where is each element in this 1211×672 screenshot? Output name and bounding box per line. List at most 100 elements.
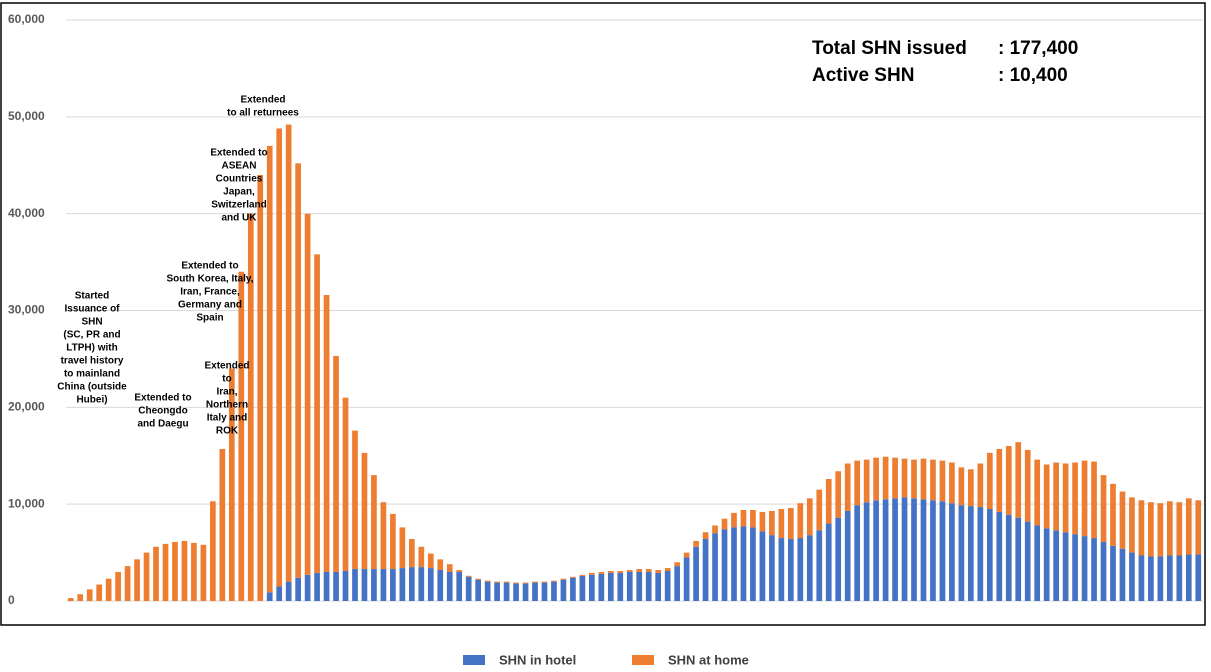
bar-segment (247, 213, 254, 601)
annotation: ROK (216, 426, 239, 437)
bar-segment (911, 498, 917, 601)
bar-segment (551, 581, 557, 601)
bar-segment (86, 589, 93, 601)
bar-segment (1081, 460, 1088, 537)
bar-segment (153, 546, 159, 601)
bar-segment (1138, 500, 1145, 556)
y-tick-label: 10,000 (8, 496, 45, 510)
bar-segment (598, 573, 605, 601)
bar-segment (674, 562, 680, 567)
bar-segment (1005, 446, 1012, 515)
bar-segment (181, 540, 188, 601)
summary-label: Active SHN (812, 65, 914, 86)
bar-segment (1195, 500, 1202, 555)
bar-segment (844, 510, 851, 601)
bar-segment (323, 571, 330, 601)
annotation: Germany and (178, 300, 242, 311)
bar-segment (1176, 502, 1183, 556)
summary-value: : 177,400 (998, 38, 1078, 59)
bar-segment (797, 538, 804, 601)
bar-segment (96, 584, 103, 601)
legend-swatch (463, 655, 485, 665)
y-tick-label: 30,000 (8, 303, 45, 317)
bar-segment (1166, 501, 1173, 556)
bar-segment (276, 128, 283, 587)
bar-segment (124, 566, 131, 601)
annotation: Hubei) (76, 395, 107, 406)
bar-segment (1043, 464, 1050, 529)
y-tick-label: 20,000 (8, 400, 45, 414)
bar-segment (854, 505, 861, 601)
bar-segment (1195, 554, 1202, 601)
bar-segment (1166, 555, 1173, 601)
bar-segment (636, 569, 643, 572)
bar-segment (1062, 463, 1069, 533)
bar-segment (806, 535, 813, 601)
bar-segment (740, 526, 747, 601)
summary-label: Total SHN issued (812, 38, 967, 59)
bar-segment (986, 509, 993, 601)
bar-segment (494, 581, 500, 583)
bar-segment (712, 525, 718, 534)
annotation: and Daegu (137, 419, 188, 430)
bar-segment (304, 213, 311, 575)
bar-segment (968, 506, 974, 601)
bar-segment (589, 572, 595, 575)
bar-segment (996, 511, 1003, 601)
bar-segment (371, 475, 377, 570)
bar-segment (1072, 534, 1078, 601)
annotation: LTPH) with (66, 343, 117, 354)
bar-segment (892, 457, 898, 499)
legend-swatch (632, 655, 654, 665)
bar-segment (721, 529, 728, 601)
bar-segment (863, 502, 870, 601)
annotation: Iran, France, (180, 287, 240, 298)
bar-segment (693, 540, 699, 547)
bar-segment (210, 501, 216, 601)
bar-segment (570, 576, 576, 578)
bar-segment (1015, 517, 1022, 601)
bar-segment (854, 460, 861, 506)
bar-segment (172, 541, 178, 601)
bar-segment (1100, 475, 1107, 542)
bar-segment (105, 578, 112, 601)
bar-segment (266, 592, 273, 601)
bar-segment (456, 571, 463, 601)
bar-segment (191, 542, 197, 601)
bar-segment (816, 489, 823, 531)
annotation: Extended to (134, 393, 191, 404)
bar-segment (1024, 521, 1031, 601)
bar-segment (835, 471, 842, 518)
bar-segment (1157, 556, 1164, 601)
bar-segment (1072, 462, 1078, 535)
bar-segment (769, 510, 775, 536)
bar-segment (1185, 498, 1192, 555)
bar-segment (721, 518, 728, 530)
bar-segment (693, 546, 699, 601)
bar-segment (276, 586, 283, 601)
bar-segment (380, 569, 387, 601)
bar-segment (731, 512, 737, 528)
bar-segment (115, 571, 121, 601)
annotation: Northern (206, 400, 248, 411)
bar-segment (1043, 528, 1050, 601)
bar-segment (266, 145, 273, 593)
bar-segment (1053, 530, 1059, 601)
bar-segment (1129, 497, 1135, 553)
bar-segment (674, 566, 680, 601)
bar-segment (570, 577, 576, 601)
bar-segment (418, 546, 425, 568)
bar-segment (399, 568, 406, 601)
bar-segment (513, 582, 519, 584)
bar-segment (427, 568, 434, 601)
bar-segment (465, 576, 472, 601)
annotation: China (outside (57, 382, 127, 393)
bar-segment (333, 356, 339, 572)
bar-segment (939, 460, 946, 502)
bar-segment (560, 578, 567, 580)
annotation: SHN (81, 317, 102, 328)
bar-segment (238, 271, 245, 601)
bar-segment (759, 511, 766, 532)
bar-segment (835, 517, 842, 601)
bar-segment (958, 467, 965, 506)
